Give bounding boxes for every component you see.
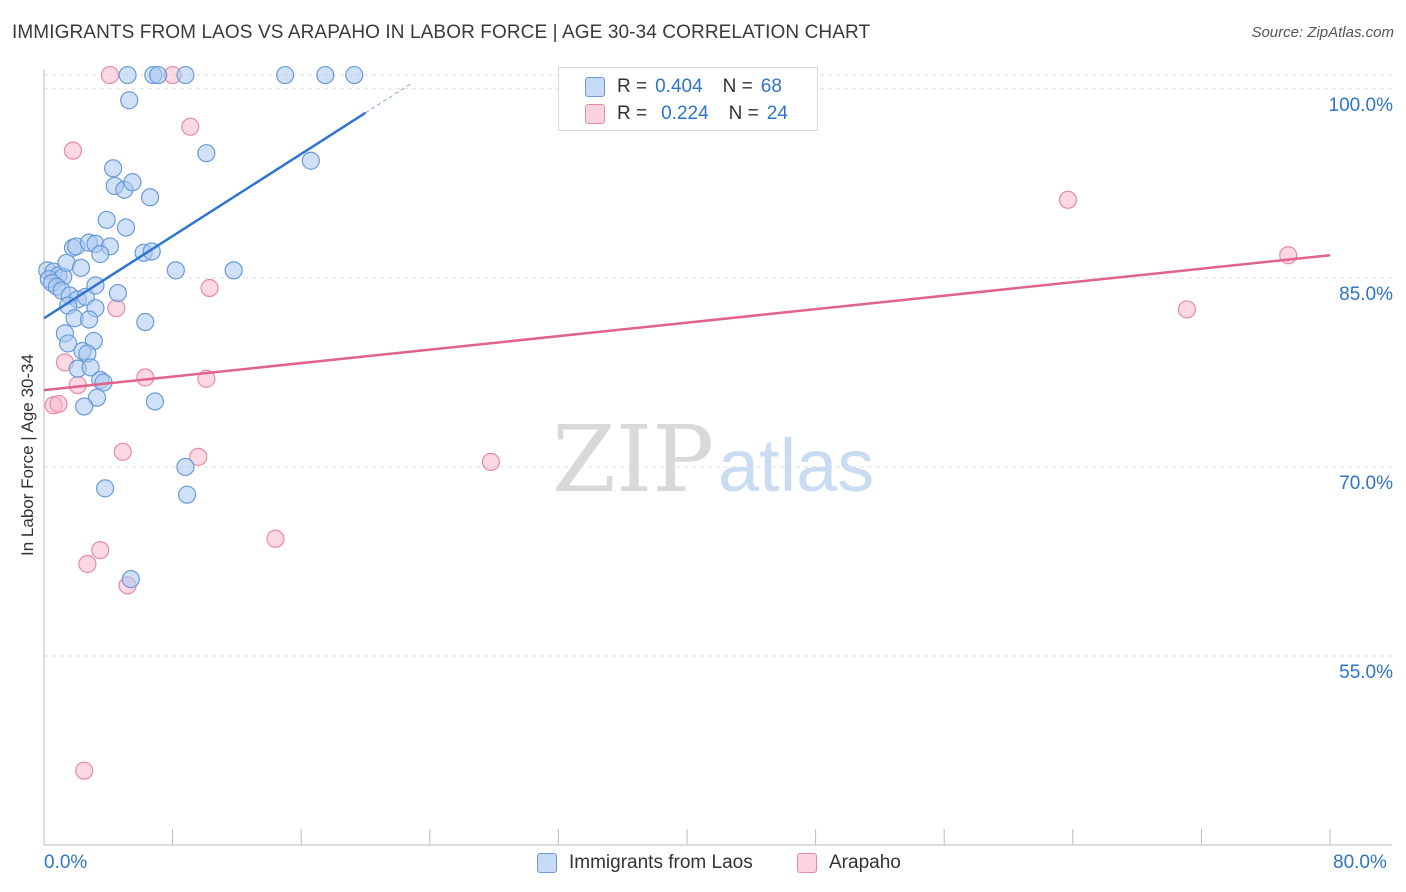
arapaho-point [107,299,126,318]
legend-swatch-laos [585,77,605,97]
y-tick-label: 100.0% [1329,95,1394,116]
laos-point [177,485,197,504]
laos-point [91,244,110,264]
laos-point [116,218,136,237]
arapaho-point [113,442,132,461]
legend-row-laos: R = 0.404 N = 68 [585,75,782,99]
x-tick-max: 80.0% [1333,852,1387,873]
laos-point [140,188,160,207]
y-tick-labels: 55.0% 70.0% 85.0% 100.0% [1329,95,1394,683]
source-label: Source: ZipAtlas.com [1251,24,1394,41]
laos-point [166,261,185,280]
bottom-legend-swatch-laos [537,853,557,873]
arapaho-point [75,761,94,780]
legend-n-value: 68 [760,76,782,97]
axes [43,70,1392,846]
legend: R = 0.404 N = 68 R = 0.224 N = 24 [558,67,818,131]
laos-point [87,388,107,407]
arapaho-point [63,141,83,160]
arapaho-point [78,554,97,574]
y-tick-label: 55.0% [1339,662,1393,683]
arapaho-point [91,541,110,560]
arapaho-point [1058,190,1078,209]
arapaho-point [49,394,68,414]
legend-r-value: 0.224 [661,103,709,124]
laos-point [176,65,195,85]
y-tick-label: 70.0% [1339,473,1393,494]
bottom-legend-laos: Immigrants from Laos [537,852,753,874]
laos-point [81,358,100,377]
y-tick-label: 85.0% [1339,284,1393,305]
legend-r-label: R = [617,103,648,124]
laos-point [71,258,91,277]
laos-point [59,334,78,353]
laos-point [197,144,216,163]
laos-point [316,65,335,85]
arapaho-point [1177,300,1197,319]
laos-point [121,570,140,589]
laos-point [123,173,142,192]
laos-point [75,397,94,416]
arapaho-point [481,452,500,472]
legend-r-value: 0.404 [655,76,703,97]
laos-point [97,210,116,230]
legend-n-value: 24 [766,103,788,124]
legend-swatch-arapaho [585,104,605,124]
laos-point [136,312,155,332]
laos-point [104,159,123,178]
laos-point [149,65,168,85]
laos-point [176,457,195,477]
laos-point [95,479,115,498]
watermark-atlas: atlas [718,424,874,507]
trend-line-laos-extension [365,83,411,114]
arapaho-point [200,278,219,298]
trend-lines [43,83,1331,392]
arapaho-point [100,65,120,85]
legend-r-label: R = [617,76,648,97]
arapaho-point [266,529,285,548]
laos-point [120,91,139,110]
trend-line-arapaho [43,254,1331,392]
series-laos-points [38,65,364,589]
laos-point [145,392,165,411]
trend-line-laos [43,111,367,320]
laos-point [108,283,128,303]
laos-point [79,310,99,329]
watermark: ZIP atlas [552,406,874,513]
legend-n-label: N = [722,76,753,97]
bottom-legend-swatch-arapaho [797,853,817,873]
laos-point [301,151,320,170]
arapaho-point [181,117,200,136]
legend-n-label: N = [728,103,759,124]
chart-title: IMMIGRANTS FROM LAOS VS ARAPAHO IN LABOR… [12,22,871,43]
laos-point [224,261,243,280]
x-tick-min: 0.0% [44,852,88,873]
arapaho-point [136,368,155,387]
legend-row-arapaho: R = 0.224 N = 24 [585,102,788,126]
watermark-zip: ZIP [552,406,714,513]
arapaho-point [189,447,208,466]
bottom-legend-arapaho: Arapaho [797,852,901,874]
bottom-legend-label-arapaho: Arapaho [829,852,901,873]
laos-point [276,65,295,85]
laos-point [118,65,137,85]
laos-point [345,65,364,85]
grid-lines [44,74,1392,657]
bottom-legend-label-laos: Immigrants from Laos [569,852,753,873]
